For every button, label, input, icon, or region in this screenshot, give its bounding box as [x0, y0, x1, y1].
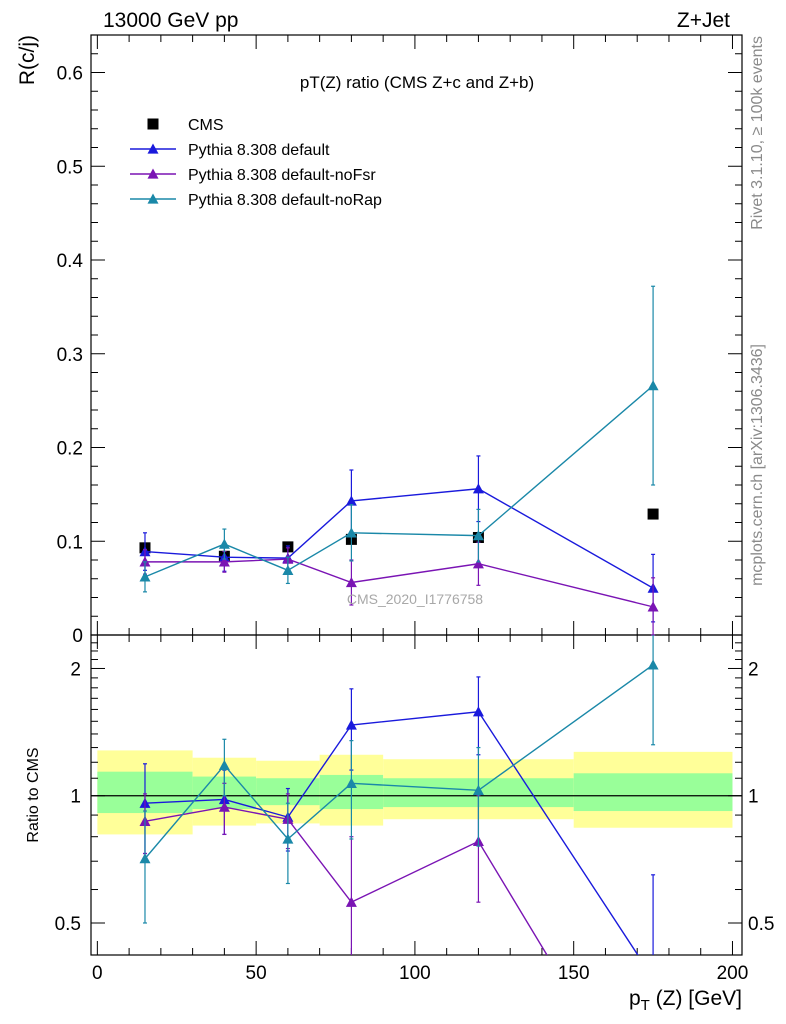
ratio-series-marker [345, 719, 357, 730]
main-series-marker [218, 556, 230, 567]
ratio-series-marker [472, 706, 484, 717]
ratio-series-marker [345, 896, 357, 907]
main-y-tick-label: 0.5 [57, 157, 83, 178]
legend-label: Pythia 8.308 default-noFsr [188, 167, 376, 184]
ratio-y-tick-label-right: 1 [748, 787, 759, 808]
main-series-marker [472, 530, 484, 541]
header-process: Z+Jet [677, 9, 730, 32]
main-y-tick-label: 0.1 [57, 532, 83, 553]
ratio-plot-frame [90, 634, 743, 956]
x-tick-label: 0 [92, 963, 103, 984]
legend-marker [147, 168, 159, 179]
ratio-series-marker [218, 801, 230, 812]
ratio-series-marker [218, 759, 230, 771]
main-series-marker [472, 558, 484, 569]
uncertainty-bands [97, 750, 733, 835]
ratio-series-marker [345, 777, 357, 788]
x-tick-label: 200 [717, 963, 749, 984]
ratio-y-tick-label: 1 [70, 787, 81, 808]
main-series-line [144, 385, 654, 578]
main-series-marker [345, 577, 357, 588]
main-y-tick-label: 0.3 [57, 345, 83, 366]
ratio-series [139, 635, 659, 955]
main-y-axis-label: R(c/j) [16, 35, 39, 85]
x-tick-label: 150 [558, 963, 590, 984]
ratio-series-marker [472, 784, 484, 795]
main-series-marker [345, 495, 357, 506]
main-y-tick-label: 0 [72, 626, 83, 647]
legend-marker [147, 143, 159, 154]
ratio-series-line [144, 711, 639, 955]
ratio-series-marker [647, 659, 659, 670]
main-series-marker [647, 380, 659, 391]
legend-marker-cms [147, 118, 159, 130]
main-series-marker [345, 527, 357, 538]
rivet-version-text: Rivet 3.1.10, ≥ 100k events [749, 36, 766, 230]
mcplots-reference-text: mcplots.cern.ch [arXiv:1306.3436] [749, 344, 766, 586]
main-series [139, 285, 659, 636]
main-y-tick-label: 0.6 [57, 64, 83, 85]
ratio-series-group [139, 635, 659, 955]
ratio-series-marker [139, 853, 151, 864]
ratio-y-tick-label: 2 [70, 659, 81, 680]
header-energy: 13000 GeV pp [103, 9, 238, 32]
main-series-marker [282, 564, 294, 575]
legend-label: CMS [188, 117, 224, 134]
main-series-marker [218, 538, 230, 549]
main-series-line [144, 558, 654, 608]
ratio-series-line [144, 664, 654, 860]
legend-label: Pythia 8.308 default-noRap [188, 192, 382, 209]
x-tick-label: 50 [246, 963, 267, 984]
legend: CMS Pythia 8.308 default Pythia 8.308 defa… [130, 117, 382, 209]
legend-label: Pythia 8.308 default [188, 142, 330, 159]
ratio-series-marker [282, 833, 294, 844]
main-series-marker [139, 571, 151, 582]
main-axes: 0 0.1 0.2 0.3 0.4 0.5 0.6 [57, 35, 742, 647]
main-series-marker [647, 601, 659, 612]
legend-marker [147, 193, 159, 204]
ratio-y-tick-label: 0.5 [55, 914, 81, 935]
cms-data-point [647, 508, 659, 520]
ratio-y-tick-label-right: 2 [748, 659, 759, 680]
main-series-line [144, 488, 654, 589]
green-band-bin [573, 773, 733, 812]
x-tick-label: 100 [399, 963, 431, 984]
analysis-watermark: CMS_2020_I1776758 [347, 591, 483, 607]
main-y-tick-label: 0.4 [57, 251, 84, 272]
main-y-tick-label: 0.2 [57, 439, 83, 460]
ratio-y-tick-label-right: 0.5 [748, 914, 774, 935]
main-series-marker [472, 483, 484, 494]
x-axis-label: pT (Z) [GeV] [629, 987, 742, 1014]
ratio-y-axis-label: Ratio to CMS [25, 747, 42, 842]
plot-title: pT(Z) ratio (CMS Z+c and Z+b) [300, 73, 534, 92]
ratio-series-line [144, 806, 548, 955]
